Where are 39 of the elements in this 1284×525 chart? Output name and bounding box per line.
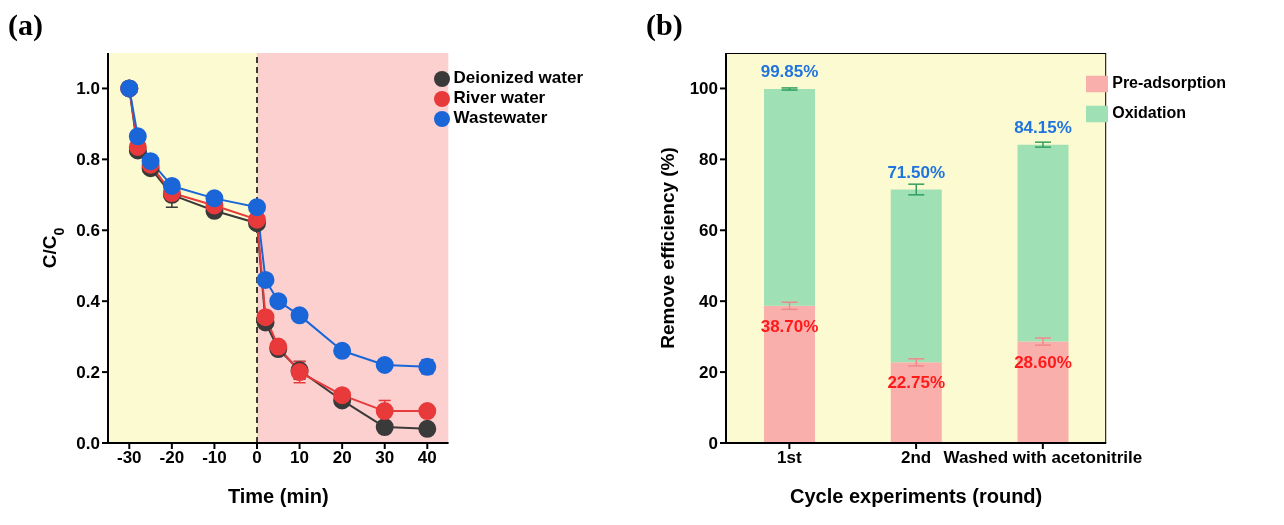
y-tick-label: 80 bbox=[699, 150, 718, 170]
y-tick-label: 0.4 bbox=[76, 292, 101, 312]
x-tick-label: Washed with acetonitrile bbox=[943, 448, 1143, 468]
y-tick-label: 0.6 bbox=[76, 221, 100, 241]
y-tick-label: 0.2 bbox=[76, 363, 100, 383]
y-tick-label: 60 bbox=[699, 221, 718, 241]
x-tick-label: 1st bbox=[777, 448, 802, 468]
legend-label: Pre-adsorption bbox=[1112, 74, 1226, 91]
data-label: 38.70% bbox=[760, 316, 819, 336]
legend-label: River water bbox=[453, 88, 546, 107]
total-label: 99.85% bbox=[760, 61, 819, 81]
x-tick-label: 10 bbox=[290, 448, 310, 468]
x-tick-label: 40 bbox=[417, 448, 437, 468]
chart-title: (b) bbox=[646, 8, 684, 43]
y-tick-label: 20 bbox=[699, 363, 718, 383]
x-tick-label: -20 bbox=[159, 448, 185, 468]
x-tick-label: 20 bbox=[332, 448, 352, 468]
total-label: 71.50% bbox=[887, 162, 946, 182]
y-tick-label: 40 bbox=[699, 292, 718, 312]
x-tick-label: 30 bbox=[375, 448, 395, 468]
x-tick-label: 2nd bbox=[900, 448, 932, 468]
x-axis-title: Time (min) bbox=[227, 485, 329, 507]
y-axis-title: Remove efficiency (%) bbox=[657, 147, 678, 349]
y-tick-label: 1.0 bbox=[76, 79, 100, 99]
x-tick-label: -30 bbox=[117, 448, 142, 468]
y-tick-label: 0.0 bbox=[76, 434, 100, 454]
x-tick-label: -10 bbox=[202, 448, 227, 468]
y-tick-label: 0 bbox=[708, 434, 718, 454]
y-tick-label: 0.8 bbox=[76, 150, 100, 170]
chart-title: (a) bbox=[8, 8, 44, 43]
legend-label: Wastewater bbox=[453, 108, 548, 127]
data-label: 22.75% bbox=[887, 373, 946, 393]
y-tick-label: 100 bbox=[689, 79, 718, 99]
legend-label: Oxidation bbox=[1112, 104, 1186, 121]
data-label: 28.60% bbox=[1014, 352, 1072, 372]
legend-label: Deionized water bbox=[453, 68, 583, 87]
x-tick-label: 0 bbox=[252, 448, 262, 468]
x-axis-title: Cycle experiments (round) bbox=[789, 485, 1043, 507]
total-label: 84.15% bbox=[1014, 117, 1072, 137]
